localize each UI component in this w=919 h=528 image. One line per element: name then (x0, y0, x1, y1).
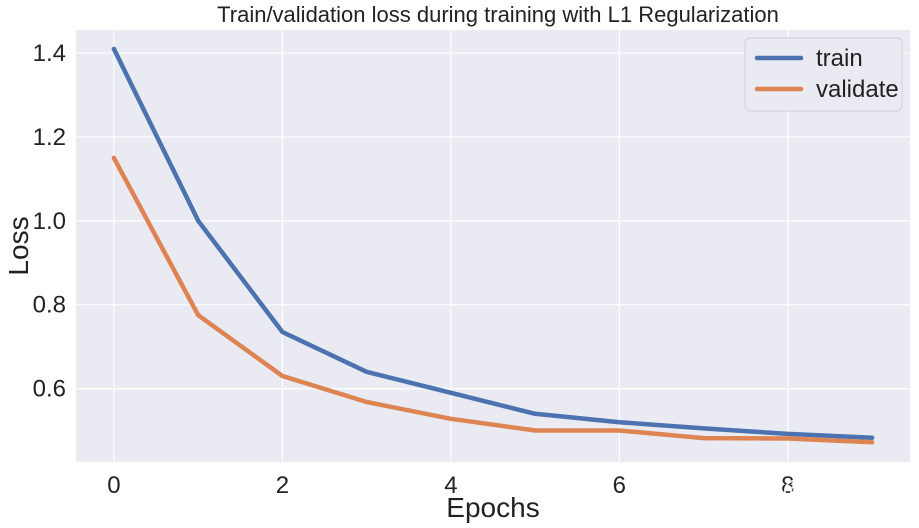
x-ticks: 0 2 4 6 8 (107, 472, 794, 499)
x-tick-label: 2 (276, 472, 289, 499)
series-lines (111, 46, 875, 445)
series-line-validate (111, 155, 875, 445)
chart-title: Train/validation loss during training wi… (217, 2, 779, 27)
x-tick-label: 6 (613, 472, 626, 499)
x-tick-label: 0 (107, 472, 120, 499)
y-ticks: 0.6 0.8 1.0 1.2 1.4 (33, 40, 66, 403)
y-tick-label: 1.2 (33, 124, 66, 151)
legend-label-train: train (816, 45, 863, 72)
watermark: 知乎 @打工仔 (722, 475, 886, 505)
legend: train validate (744, 37, 903, 112)
x-axis-label: Epochs (446, 492, 539, 523)
y-tick-label: 1.4 (33, 40, 66, 67)
series-line-train (111, 46, 875, 440)
x-tick-label: 8 (781, 472, 794, 499)
y-tick-label: 0.6 (33, 376, 66, 403)
y-axis-label: Loss (3, 216, 34, 275)
y-tick-label: 1.0 (33, 208, 66, 235)
x-tick-label: 4 (444, 472, 457, 499)
y-tick-label: 0.8 (33, 292, 66, 319)
legend-label-validate: validate (816, 76, 899, 103)
